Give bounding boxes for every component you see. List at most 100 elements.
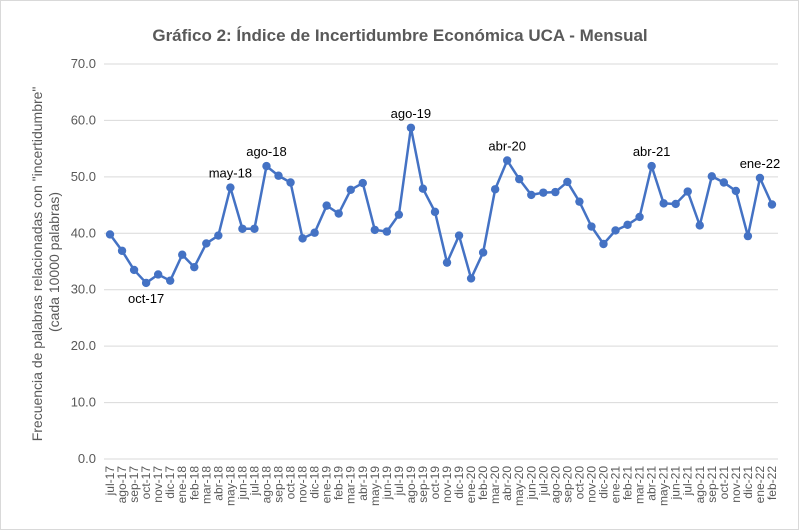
x-tick-label: mar-18: [199, 466, 213, 504]
data-point: [647, 161, 656, 171]
series-line: [109, 126, 774, 285]
y-tick-label: 30.0: [71, 282, 96, 297]
data-point: [298, 234, 307, 243]
data-point: [599, 239, 608, 249]
data-point: [310, 228, 319, 237]
x-tick-label: ago-20: [548, 466, 562, 504]
y-tick-label: 50.0: [71, 169, 96, 184]
data-point: [274, 171, 283, 180]
data-point: [442, 258, 452, 267]
y-axis-label-line-1: Frecuencia de palabras relacionadas con …: [29, 87, 45, 442]
data-point: [418, 184, 428, 193]
x-tick-label: oct-21: [717, 466, 731, 500]
data-point: [238, 224, 247, 233]
x-tick-label: oct-19: [428, 466, 442, 500]
data-point: [214, 231, 223, 240]
x-tick-label: feb-21: [621, 466, 635, 500]
x-tick-label: sep-21: [705, 466, 719, 503]
x-tick-label: jun-21: [669, 466, 683, 501]
data-point: [635, 212, 644, 222]
data-point: [515, 174, 524, 184]
chart-title: Gráfico 2: Índice de Incertidumbre Econó…: [152, 26, 648, 45]
x-tick-label: ago-18: [259, 466, 273, 504]
x-tick-label: jun-20: [524, 466, 538, 501]
x-tick-label: ago-19: [404, 466, 418, 504]
x-tick-label: sep-20: [560, 466, 574, 503]
x-tick-label: sep-18: [272, 466, 286, 503]
x-tick-label: ene-21: [609, 466, 623, 504]
data-point: [587, 222, 596, 231]
gridlines: [104, 63, 778, 460]
x-tick-label: abr-21: [645, 466, 659, 501]
x-tick-label: mar-19: [344, 466, 358, 504]
x-tick-label: ago-17: [115, 466, 129, 504]
data-point: [153, 270, 163, 279]
data-point: [743, 231, 753, 241]
data-point: [105, 230, 115, 239]
x-tick-label: abr-18: [211, 466, 225, 501]
x-tick-label: jun-19: [380, 466, 394, 501]
data-point: [202, 239, 211, 248]
data-point: [129, 265, 139, 275]
data-point: [141, 278, 151, 288]
y-axis-label: Frecuencia de palabras relacionadas con …: [29, 83, 62, 442]
y-tick-label: 10.0: [71, 395, 96, 410]
y-tick-label: 0.0: [78, 451, 96, 466]
data-point: [406, 123, 416, 132]
annotation-label: ago-18: [246, 144, 286, 159]
x-tick-label: feb-22: [765, 466, 779, 500]
y-tick-label: 20.0: [71, 338, 96, 353]
data-point: [719, 178, 729, 187]
data-point: [767, 200, 777, 209]
x-tick-label: nov-17: [151, 466, 165, 503]
data-point: [454, 231, 464, 240]
x-tick-label: ago-21: [693, 466, 707, 504]
x-tick-label: ene-20: [464, 466, 478, 504]
x-tick-label: dic-20: [596, 466, 610, 499]
data-point: [551, 187, 560, 197]
data-point: [250, 224, 259, 233]
x-tick-label: dic-19: [452, 466, 466, 499]
x-tick-label: dic-18: [308, 466, 322, 499]
data-point: [707, 172, 717, 181]
data-point: [623, 220, 632, 230]
x-tick-label: nov-20: [584, 466, 598, 503]
data-point: [262, 161, 271, 171]
y-tick-label: 70.0: [71, 56, 96, 71]
data-point: [502, 156, 512, 165]
x-tick-label: may-20: [512, 466, 526, 506]
data-point: [394, 210, 404, 219]
data-point: [358, 178, 367, 188]
x-tick-label: oct-17: [139, 466, 153, 500]
data-point: [683, 187, 692, 196]
data-point: [346, 185, 355, 195]
x-tick-label: may-18: [223, 466, 237, 506]
y-tick-label: 40.0: [71, 225, 96, 240]
data-point: [466, 274, 476, 283]
series-markers: [105, 123, 777, 288]
annotation-label: abr-21: [633, 144, 671, 159]
data-point: [478, 248, 488, 257]
data-point: [382, 227, 392, 236]
data-point: [527, 190, 536, 200]
x-tick-label: may-21: [657, 466, 671, 506]
data-point: [190, 262, 199, 272]
x-tick-label: oct-20: [572, 466, 586, 500]
data-point: [334, 209, 343, 218]
annotation-label: ago-19: [391, 106, 431, 121]
x-tick-label: may-19: [368, 466, 382, 506]
series-line-path: [109, 126, 774, 285]
data-point: [755, 173, 765, 183]
data-point: [490, 185, 500, 194]
x-tick-label: mar-20: [488, 466, 502, 504]
x-tick-label: jul-18: [247, 466, 261, 497]
data-point: [226, 183, 235, 192]
x-tick-label: oct-18: [284, 466, 298, 500]
x-tick-label: dic-21: [741, 466, 755, 499]
annotation-label: ene-22: [740, 156, 780, 171]
annotation-label: abr-20: [488, 138, 526, 153]
data-point: [165, 276, 175, 285]
annotation-label: may-18: [209, 166, 252, 181]
x-tick-label: dic-17: [163, 466, 177, 499]
data-point: [370, 225, 380, 235]
